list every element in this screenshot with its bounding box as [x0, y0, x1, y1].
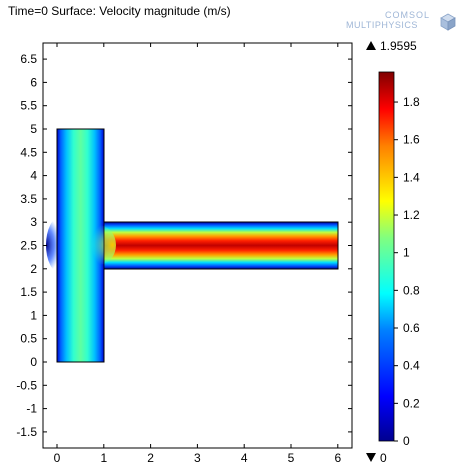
comsol-logo: COMSOL MULTIPHYSICS	[346, 10, 456, 31]
colorbar-min-label: 0	[380, 451, 387, 465]
y-tick-label: -1.5	[16, 425, 37, 439]
y-tick-label: 1.5	[20, 285, 37, 299]
y-tick-label: 2	[30, 262, 37, 276]
y-tick-label: 2.5	[20, 239, 37, 253]
x-tick-label: 2	[147, 451, 154, 465]
logo-line2: MULTIPHYSICS	[346, 20, 418, 30]
colorbar-tick-label: 1.6	[403, 133, 420, 147]
colorbar-tick-label: 0.4	[403, 359, 420, 373]
colorbar-tick-label: 1.8	[403, 95, 420, 109]
x-tick-label: 0	[54, 451, 61, 465]
y-tick-label: 4.5	[20, 145, 37, 159]
x-tick-label: 6	[334, 451, 341, 465]
colorbar-tick-label: 0.6	[403, 321, 420, 335]
x-tick-label: 5	[288, 451, 295, 465]
y-tick-label: 6	[30, 75, 37, 89]
x-axis: 0 1 2 3 4 5 6	[54, 43, 341, 465]
y-tick-label: 4	[30, 169, 37, 183]
colorbar-tick-label: 1.2	[403, 208, 420, 222]
domain-geometry	[46, 128, 339, 363]
y-tick-label: -0.5	[16, 378, 37, 392]
colorbar-tick-label: 0.2	[403, 396, 420, 410]
y-tick-label: -1	[26, 402, 37, 416]
x-tick-label: 1	[100, 451, 107, 465]
colorbar-tick-label: 0	[403, 434, 410, 448]
y-tick-label: 6.5	[20, 52, 37, 66]
triangle-down-icon	[366, 453, 376, 462]
x-tick-label: 3	[194, 451, 201, 465]
triangle-up-icon	[366, 41, 376, 50]
y-tick-label: 3.5	[20, 192, 37, 206]
colorbar-gradient	[378, 71, 395, 442]
colorbar-ticks: 1.8 1.6 1.4 1.2 1 0.8 0.6 0.4 0.2 0	[394, 95, 420, 448]
y-tick-label: 5.5	[20, 99, 37, 113]
junction-glow	[80, 225, 116, 265]
x-tick-label: 4	[241, 451, 248, 465]
colorbar-tick-label: 0.8	[403, 283, 420, 297]
colorbar-tick-label: 1.4	[403, 170, 420, 184]
stagnation-spot	[46, 217, 74, 273]
colorbar-tick-label: 1	[403, 246, 410, 260]
comsol-cube-icon	[440, 13, 456, 31]
y-tick-label: 5	[30, 122, 37, 136]
domain-outline	[56, 128, 339, 363]
y-tick-label: 3	[30, 215, 37, 229]
y-tick-label: 0.5	[20, 332, 37, 346]
colorbar: 1.9595 1.8 1.6 1.4 1.2 1 0.8 0.6 0.4 0.2 0 0	[366, 39, 420, 465]
y-tick-label: 1	[30, 308, 37, 322]
horizontal-channel	[104, 222, 338, 269]
y-tick-label: 0	[30, 355, 37, 369]
plot-title: Time=0 Surface: Velocity magnitude (m/s)	[8, 4, 231, 18]
colorbar-max-label: 1.9595	[380, 39, 417, 53]
logo-line1: COMSOL	[385, 10, 430, 20]
y-axis: 6.5 6 5.5 5 4.5 4 3.5 3 2.5 2 1.5 1 0.5 0 -0.5 -1 -1.5	[16, 52, 352, 439]
